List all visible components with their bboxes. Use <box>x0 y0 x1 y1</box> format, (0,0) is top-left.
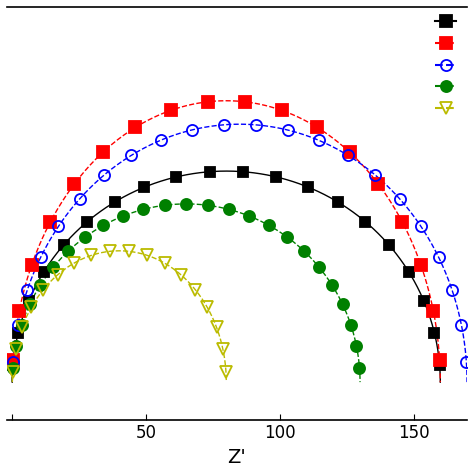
X-axis label: Z': Z' <box>228 448 246 467</box>
Legend: , , , , : , , , , <box>434 14 460 117</box>
